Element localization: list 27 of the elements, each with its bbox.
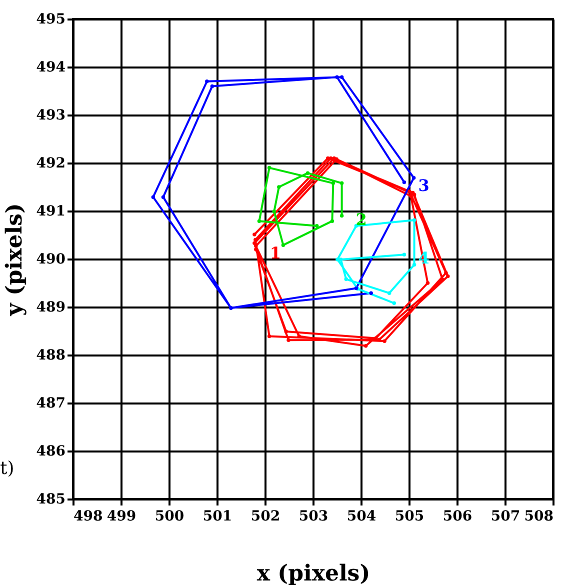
text: t) [0,458,14,479]
x-tick-label: 505 [394,508,424,524]
x-tick-label: 500 [154,508,184,524]
y-tick-label: 489 [36,300,66,316]
y-tick-label: 486 [36,444,66,460]
x-tick-label: 506 [442,508,472,524]
x-tick-label: 504 [346,508,376,524]
x-tick-label: 507 [490,508,520,524]
x-tick-label: 503 [298,508,328,524]
x-tick-label: 499 [106,508,136,524]
x-axis-title: x (pixels) [256,560,370,585]
series-label: 3 [418,176,430,196]
y-tick-label: 493 [36,108,66,124]
y-tick-label: 487 [36,396,66,412]
y-tick-label: 491 [36,204,66,220]
y-tick-label: 490 [36,252,66,268]
y-tick-label: 495 [36,12,66,28]
x-tick-label: 502 [250,508,280,524]
y-axis-title: y (pixels) [1,203,28,317]
y-tick-label: 494 [36,60,66,76]
series-label: 1 [270,243,282,262]
x-tick-label: 501 [202,508,232,524]
x-tick-label: 498 [74,508,103,524]
y-tick-label: 492 [36,156,66,172]
y-tick-label: 485 [36,492,66,508]
x-tick-label: 508 [524,508,554,524]
y-tick-label: 488 [36,348,66,364]
